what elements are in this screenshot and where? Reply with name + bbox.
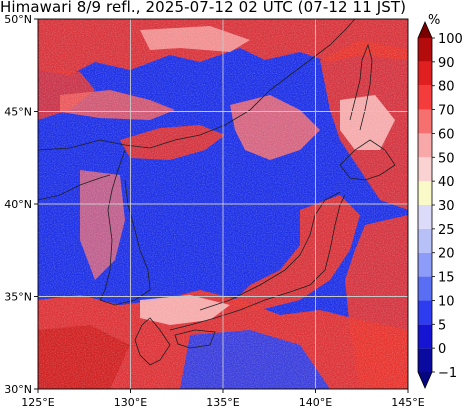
colorbar-tick-label: 60 (438, 127, 455, 142)
x-tick-label: 135°E (206, 396, 239, 409)
colorbar-body (417, 21, 433, 389)
colorbar-segment (418, 157, 432, 182)
coastline-shikoku (174, 329, 216, 349)
colorbar-segment (418, 38, 432, 62)
x-tick-label: 140°E (299, 396, 332, 409)
coastline-honshu (169, 194, 346, 331)
coastline-korea (99, 149, 151, 306)
colorbar-tick-label: 50 (438, 151, 455, 166)
colorbar-segment (418, 61, 432, 86)
colorbar-tick-label: 30 (438, 199, 455, 214)
colorbar-segment (418, 133, 432, 158)
colorbar-tick-label: 90 (438, 56, 455, 71)
colorbar-segment (418, 85, 432, 110)
colorbar-segment (418, 348, 432, 372)
y-tick-label: 45°N (4, 106, 32, 119)
colorbar-tick-label: 100 (438, 32, 463, 47)
colorbar-segment (418, 276, 432, 301)
coastline-sakhalin (349, 43, 373, 131)
coastline-hokkaido (339, 139, 396, 181)
coastline-asia-mainland (38, 19, 356, 151)
latitude-ticks: 30°N 35°N 40°N 45°N 50°N (4, 13, 38, 396)
colorbar-tick-label: 25 (438, 223, 455, 238)
coastline-kyushu (134, 317, 171, 366)
figure-title: Himawari 8/9 refl., 2025-07-12 02 UTC (0… (0, 0, 407, 16)
y-tick-label: 50°N (4, 13, 32, 26)
colorbar-segment (418, 205, 432, 229)
colorbar-tick-label: 5 (438, 318, 446, 333)
colorbar-unit: % (428, 13, 440, 28)
colorbar-tick-label: 15 (438, 271, 455, 286)
colorbar-segment (418, 300, 432, 325)
colorbar-segment (418, 228, 432, 253)
x-tick-label: 145°E (391, 396, 424, 409)
colorbar-labels: −1 0 5 10 15 20 25 30 40 50 60 70 80 90 100 (432, 32, 463, 381)
longitude-ticks: 125°E 130°E 135°E 140°E 145°E (21, 389, 425, 409)
colorbar-tick-label: 20 (438, 247, 455, 262)
lat-lon-grid (38, 19, 408, 389)
colorbar-tick-label: 0 (438, 342, 446, 357)
colorbar-segment (418, 181, 432, 205)
colorbar-over-triangle (418, 22, 432, 38)
x-tick-label: 130°E (114, 396, 147, 409)
x-tick-label: 125°E (21, 396, 54, 409)
coastline-honshu-north (199, 191, 341, 311)
colorbar-tick-label: 80 (438, 80, 455, 95)
colorbar-tick-label: 70 (438, 104, 455, 119)
coastlines (38, 19, 396, 366)
colorbar-segment (418, 109, 432, 134)
colorbar-tick-label: 40 (438, 175, 455, 190)
colorbar-segment (418, 252, 432, 277)
colorbar-tick-label: 10 (438, 294, 455, 309)
y-tick-label: 40°N (4, 198, 32, 211)
colorbar-tick-label: −1 (438, 366, 457, 381)
colorbar-under-triangle (418, 372, 432, 388)
colorbar-segment (418, 324, 432, 349)
y-tick-label: 30°N (4, 383, 32, 396)
y-tick-label: 35°N (4, 291, 32, 304)
coastline-liaodong (38, 174, 111, 201)
